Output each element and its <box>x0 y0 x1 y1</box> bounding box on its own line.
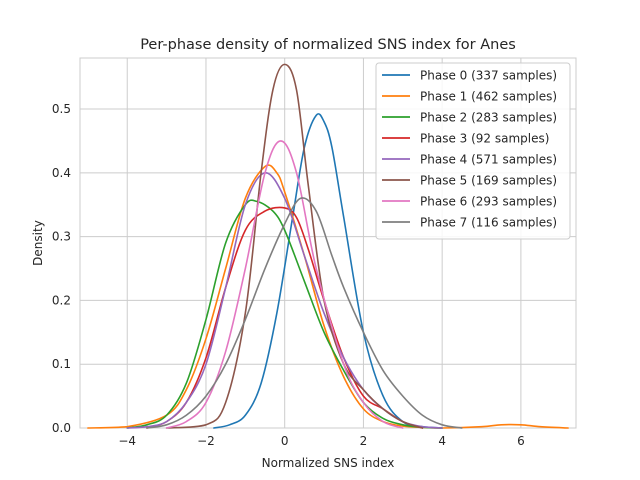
y-axis-label: Density <box>31 220 45 266</box>
legend-entry: Phase 1 (462 samples) <box>420 90 557 104</box>
legend-entry: Phase 7 (116 samples) <box>420 216 557 230</box>
series-line-phase-7 <box>146 197 463 429</box>
x-tick-label: 4 <box>438 434 446 448</box>
y-tick-label: 0.2 <box>52 293 71 307</box>
series-line-phase-6 <box>165 140 404 429</box>
x-tick-label: 2 <box>360 434 368 448</box>
x-tick-label: 6 <box>517 434 525 448</box>
series-line-phase-2 <box>126 199 443 429</box>
plot-frame <box>79 57 577 429</box>
legend-entry: Phase 3 (92 samples) <box>420 132 549 146</box>
legend-box <box>375 62 571 240</box>
legend-entry: Phase 0 (337 samples) <box>420 69 557 83</box>
x-tick-label: −4 <box>118 434 136 448</box>
series-line-phase-5 <box>165 63 424 429</box>
legend-entry: Phase 2 (283 samples) <box>420 111 557 125</box>
legend: Phase 0 (337 samples) Phase 1 (462 sample… <box>375 62 571 240</box>
series-line-phase-3 <box>146 206 424 429</box>
series-line-phase-1 <box>87 164 569 429</box>
y-tick-label: 0.4 <box>52 166 71 180</box>
x-tick-label: −2 <box>197 434 215 448</box>
chart-title: Per-phase density of normalized SNS inde… <box>140 37 516 53</box>
y-tick-label: 0.1 <box>52 357 71 371</box>
series-line-phase-0 <box>213 113 443 429</box>
legend-entry: Phase 5 (169 samples) <box>420 174 557 188</box>
y-tick-label: 0.3 <box>52 230 71 244</box>
series-lines <box>87 63 569 429</box>
y-tick-label: 0.5 <box>52 102 71 116</box>
x-axis-label: Normalized SNS index <box>262 456 395 470</box>
y-tick-label: 0.0 <box>52 421 71 435</box>
tick-labels: −4 −2 0 2 4 6 0.0 0.1 0.2 0.3 0.4 0.5 <box>52 102 525 448</box>
x-tick-label: 0 <box>281 434 289 448</box>
legend-entry: Phase 6 (293 samples) <box>420 195 557 209</box>
legend-entry: Phase 4 (571 samples) <box>420 153 557 167</box>
